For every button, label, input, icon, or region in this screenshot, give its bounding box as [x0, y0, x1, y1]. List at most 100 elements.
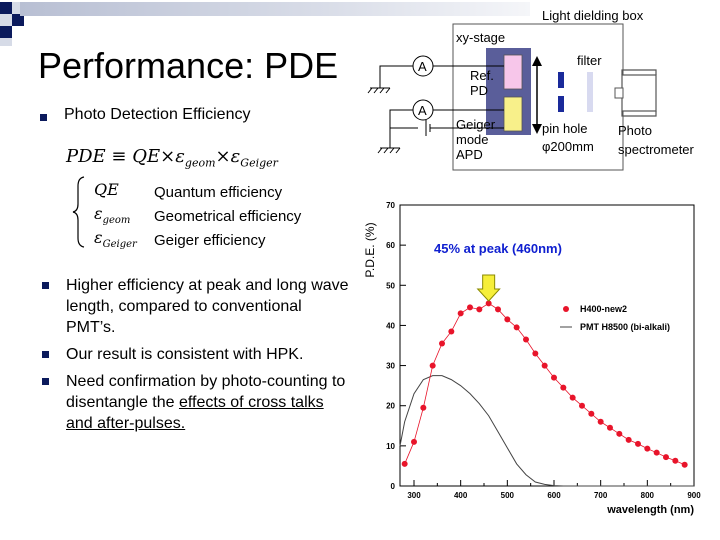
formula-sub-geiger: Geiger	[240, 156, 278, 170]
legend-marker-h400	[563, 306, 569, 312]
def-symbol-geom: εgeom	[94, 204, 130, 226]
data-point	[420, 404, 427, 411]
data-point	[653, 449, 660, 456]
x-tick-label: 800	[641, 491, 655, 500]
main-bullet-text: Photo Detection Efficiency	[64, 106, 251, 123]
def-text-qe: Quantum efficiency	[154, 184, 283, 201]
data-point	[597, 418, 604, 425]
pde-formula: PDE ≡ QE×εgeom×εGeiger	[66, 146, 278, 170]
ammeter-label-top: A	[418, 59, 427, 74]
data-point	[588, 410, 595, 417]
deco-square	[0, 26, 12, 38]
y-tick-label: 40	[386, 321, 395, 330]
definition-brace	[72, 176, 85, 248]
list-item: Our result is consistent with HPK.	[42, 344, 352, 365]
spectrometer-lens	[614, 87, 624, 99]
data-point	[513, 324, 520, 331]
pinhole-size-label: φ200mm	[542, 139, 594, 154]
formula-eps-geom: ε	[175, 146, 185, 167]
y-tick-label: 60	[386, 241, 395, 250]
formula-eps-geiger: ε	[230, 146, 241, 167]
data-point	[635, 440, 641, 447]
formula-lhs: PDE	[66, 146, 106, 167]
bullet-marker	[42, 282, 49, 289]
ground-symbol	[377, 128, 401, 154]
data-point	[672, 457, 679, 464]
ground-symbol	[367, 87, 391, 94]
peak-annotation: 45% at peak (460nm)	[434, 241, 562, 256]
data-point	[448, 328, 455, 335]
data-point	[551, 374, 557, 381]
pde-chart: 0 10 20 30 40 50 60 70 300 400 500 600 700 800 900 wave…	[363, 201, 701, 516]
data-point	[485, 300, 492, 307]
x-axis-label: wavelength (nm)	[606, 504, 694, 516]
deco-square	[12, 26, 24, 38]
pinhole-label: pin hole	[542, 121, 588, 136]
x-tick-label: 300	[407, 491, 421, 500]
ammeter-label-bottom: A	[418, 103, 427, 118]
series-line-pmt	[399, 375, 694, 487]
y-tick-label: 20	[386, 402, 395, 411]
data-point	[663, 454, 669, 461]
y-tick-label: 50	[386, 281, 395, 290]
wire-top	[379, 65, 504, 88]
bullet-marker	[40, 114, 47, 121]
deco-square	[12, 14, 24, 26]
data-point	[467, 304, 473, 311]
data-point	[616, 430, 623, 437]
deco-square	[0, 2, 12, 14]
plot-frame	[399, 204, 695, 487]
x-tick-label: 900	[687, 491, 701, 500]
stage-arrow-head-up	[532, 56, 542, 66]
filter	[587, 72, 593, 112]
spectrometer-label: Photo spectrometer	[618, 123, 694, 157]
bullet-text: Our result is consistent with HPK.	[66, 346, 304, 363]
list-item: Need confirmation by photo-counting to d…	[42, 371, 352, 434]
data-point	[401, 460, 408, 467]
data-point	[681, 461, 688, 468]
setup-diagram: Light dielding box xy-stage A A Ref. PD …	[360, 0, 720, 200]
def-symbol-geiger: εGeiger	[94, 228, 137, 250]
stage-arrow-head-down	[532, 124, 542, 134]
def-text-geiger: Geiger efficiency	[154, 232, 266, 249]
data-point	[569, 394, 576, 401]
data-point	[457, 310, 464, 317]
data-point	[523, 336, 529, 343]
def-symbol-qe: QE	[94, 180, 119, 199]
bullet-text: Higher efficiency at peak and long wave …	[66, 277, 349, 336]
wire-bottom	[389, 109, 504, 136]
x-tick-label: 700	[594, 491, 608, 500]
bullet-marker	[42, 378, 49, 385]
data-point	[411, 438, 417, 445]
def-symbol: QE	[94, 180, 119, 199]
data-point	[504, 316, 511, 323]
spectrometer-housing	[621, 69, 657, 117]
formula-sub-geom: geom	[184, 156, 216, 170]
x-tick-label: 600	[547, 491, 561, 500]
def-text-geom: Geometrical efficiency	[154, 208, 302, 225]
data-point	[560, 384, 567, 391]
data-point	[532, 350, 539, 357]
pinhole-upper	[558, 72, 564, 88]
data-point	[541, 362, 548, 369]
data-point	[579, 402, 585, 409]
data-point	[625, 436, 632, 443]
data-point	[644, 445, 651, 452]
def-subscript: geom	[102, 215, 131, 227]
bullet-underlined-text: effects of cross talks and after-pulses.	[66, 394, 324, 432]
y-tick-label: 70	[386, 201, 395, 210]
formula-times-2: ×	[215, 146, 231, 167]
filter-label: filter	[577, 53, 602, 68]
def-symbol: ε	[94, 228, 103, 247]
bullet-text: Need confirmation by photo-counting to d…	[66, 373, 346, 411]
x-tick-label: 500	[501, 491, 515, 500]
y-axis-label: P.D.E. (%)	[363, 222, 377, 277]
y-tick-label: 30	[386, 362, 395, 371]
ref-pd-label: Ref. PD	[470, 68, 494, 98]
deco-square	[0, 38, 12, 46]
data-point	[439, 340, 445, 347]
light-box-label: Light dielding box	[542, 8, 644, 23]
title-gradient-bar	[20, 2, 530, 16]
data-point	[607, 424, 613, 431]
data-point	[495, 306, 501, 313]
